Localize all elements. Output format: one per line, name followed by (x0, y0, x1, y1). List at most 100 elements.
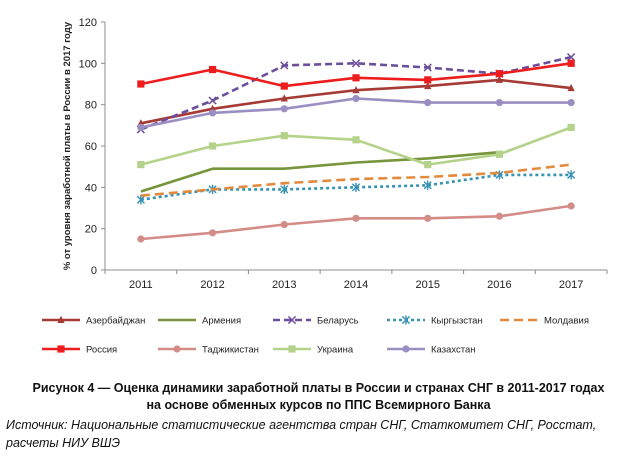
series-line (140, 55, 572, 131)
series-point (424, 161, 432, 169)
series-point (137, 80, 145, 88)
legend-swatch-marker (173, 345, 181, 353)
y-tick-label: 20 (85, 224, 97, 236)
legend-entry: Армения (158, 316, 241, 327)
legend-label: Молдавия (544, 316, 589, 327)
series-point (137, 235, 145, 243)
series-point (352, 214, 360, 222)
y-tick-label: 60 (85, 141, 97, 153)
series-point (352, 136, 360, 144)
series-7 (137, 202, 575, 243)
series-8 (137, 123, 575, 169)
chart: 0 20 40 60 80 100 120 2011 2012 2013 2014 2015 2016 2… (42, 17, 608, 356)
x-tick-label: 2017 (559, 279, 583, 291)
series-5 (140, 163, 572, 197)
legend-label: Таджикистан (202, 345, 259, 356)
series-point (567, 202, 575, 210)
series-point (495, 212, 504, 220)
y-tick-label: 40 (85, 182, 97, 194)
series-point (280, 82, 288, 90)
x-tick-label: 2012 (200, 279, 224, 291)
series-point (424, 99, 432, 107)
y-tick-label: 80 (85, 100, 97, 112)
y-tick-label: 100 (79, 58, 97, 70)
series-point (567, 59, 575, 67)
series-point (351, 182, 361, 192)
series-layer (136, 53, 576, 243)
x-tick-label: 2013 (272, 279, 296, 291)
series-point (424, 214, 432, 222)
series-9 (137, 94, 575, 131)
series-4 (136, 170, 576, 205)
series-point (280, 184, 289, 194)
legend-label: Азербайджан (86, 316, 145, 327)
series-point (352, 74, 360, 82)
y-tick-label: 0 (91, 265, 97, 277)
series-point (208, 229, 217, 237)
series-point (567, 53, 576, 62)
series-point (423, 180, 432, 190)
series-3 (136, 53, 576, 134)
legend-entry: Украина (273, 345, 354, 356)
series-point (567, 83, 575, 92)
series-point (208, 142, 217, 150)
legend-entry: Таджикистан (158, 345, 259, 356)
legend-swatch-marker (402, 345, 410, 353)
series-point (352, 86, 360, 94)
legend-label: Россия (86, 345, 117, 356)
legend-swatch-marker (288, 345, 296, 353)
series-point (280, 220, 288, 229)
series-point (208, 65, 217, 74)
legend-entry: Беларусь (273, 316, 359, 327)
legend-entry: Молдавия (500, 316, 589, 327)
legend-swatch-marker (401, 315, 411, 325)
series-6 (137, 59, 575, 90)
series-point (567, 170, 576, 180)
series-point (280, 132, 288, 140)
legend-swatch-marker (57, 315, 65, 323)
series-line (140, 163, 572, 197)
x-tick-label: 2015 (415, 279, 439, 291)
series-point (137, 161, 145, 169)
series-point (495, 150, 504, 158)
series-point (280, 61, 289, 70)
series-point (208, 96, 217, 105)
series-point (495, 75, 504, 83)
series-line (140, 204, 572, 241)
source-note-line-1: Источник: Национальные статистические аг… (6, 418, 597, 432)
series-1 (137, 75, 575, 127)
series-point (424, 81, 432, 90)
legend-entry: Азербайджан (42, 316, 145, 327)
x-tick-label: 2016 (487, 279, 511, 291)
series-point (280, 105, 288, 113)
axes: 0 20 40 60 80 100 120 2011 2012 2013 2014 2015 2016 2… (79, 17, 608, 291)
legend-label: Беларусь (317, 316, 359, 327)
series-point (423, 63, 432, 72)
series-2 (140, 150, 500, 193)
legend-label: Казахстан (431, 345, 476, 356)
figure-caption-line-2: на основе обменных курсов по ППС Всемирн… (146, 398, 491, 412)
series-point (424, 76, 432, 84)
series-point (280, 94, 288, 102)
series-point (495, 99, 504, 107)
legend-swatch-marker (57, 345, 65, 353)
figure-caption-line-1: Рисунок 4 — Оценка динамики заработной п… (32, 381, 605, 395)
y-tick-label: 120 (79, 17, 97, 29)
series-point (567, 123, 575, 131)
source-note-line-2: расчеты НИУ ВШЭ (6, 436, 121, 450)
y-axis-label: % от уровня заработной платы в России в … (62, 21, 73, 270)
legend-entry: Россия (42, 345, 117, 356)
legend-label: Армения (202, 316, 241, 327)
legend-entry: Казахстан (387, 345, 476, 356)
x-tick-label: 2014 (344, 279, 368, 291)
legend-label: Украина (317, 345, 354, 356)
series-point (136, 195, 145, 205)
series-point (567, 99, 575, 107)
series-line (140, 150, 500, 193)
legend-swatch-marker (287, 315, 297, 325)
legend: Азербайджан Армения Беларусь Кыргызстан Молд… (42, 315, 589, 356)
series-point (351, 59, 361, 68)
series-point (352, 94, 360, 103)
x-tick-label: 2011 (129, 279, 153, 291)
legend-label: Кыргызстан (431, 316, 483, 327)
